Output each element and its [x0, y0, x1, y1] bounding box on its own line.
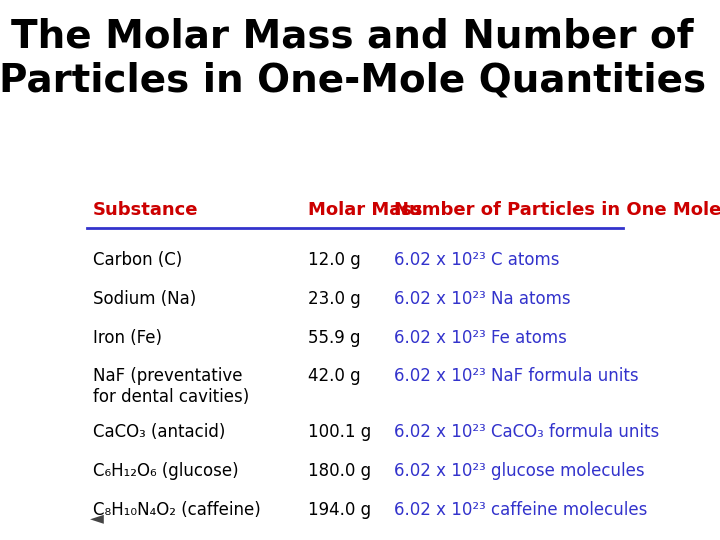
Text: NaF (preventative
for dental cavities): NaF (preventative for dental cavities) [93, 367, 249, 406]
Text: C₆H₁₂O₆ (glucose): C₆H₁₂O₆ (glucose) [93, 462, 238, 480]
Text: 180.0 g: 180.0 g [308, 462, 371, 480]
Text: 55.9 g: 55.9 g [308, 328, 361, 347]
Text: 194.0 g: 194.0 g [308, 501, 371, 519]
Text: Molar Mass: Molar Mass [308, 201, 423, 219]
Text: Substance: Substance [93, 201, 198, 219]
Text: Carbon (C): Carbon (C) [93, 251, 181, 269]
Text: 6.02 x 10²³ CaCO₃ formula units: 6.02 x 10²³ CaCO₃ formula units [394, 423, 659, 441]
Text: 6.02 x 10²³ Fe atoms: 6.02 x 10²³ Fe atoms [394, 328, 567, 347]
Text: 6.02 x 10²³ glucose molecules: 6.02 x 10²³ glucose molecules [394, 462, 644, 480]
Text: The Molar Mass and Number of
Particles in One-Mole Quantities: The Molar Mass and Number of Particles i… [0, 17, 706, 99]
Text: C₈H₁₀N₄O₂ (caffeine): C₈H₁₀N₄O₂ (caffeine) [93, 501, 260, 519]
Text: Number of Particles in One Mole: Number of Particles in One Mole [394, 201, 720, 219]
Text: 6.02 x 10²³ caffeine molecules: 6.02 x 10²³ caffeine molecules [394, 501, 647, 519]
Text: 12.0 g: 12.0 g [308, 251, 361, 269]
Text: Sodium (Na): Sodium (Na) [93, 290, 196, 308]
Text: 6.02 x 10²³ Na atoms: 6.02 x 10²³ Na atoms [394, 290, 570, 308]
Text: 23.0 g: 23.0 g [308, 290, 361, 308]
Text: Iron (Fe): Iron (Fe) [93, 328, 161, 347]
Text: 6.02 x 10²³ C atoms: 6.02 x 10²³ C atoms [394, 251, 559, 269]
Text: ◄: ◄ [90, 509, 104, 527]
Text: 42.0 g: 42.0 g [308, 367, 361, 385]
Text: CaCO₃ (antacid): CaCO₃ (antacid) [93, 423, 225, 441]
Text: 100.1 g: 100.1 g [308, 423, 372, 441]
Text: 6.02 x 10²³ NaF formula units: 6.02 x 10²³ NaF formula units [394, 367, 638, 385]
